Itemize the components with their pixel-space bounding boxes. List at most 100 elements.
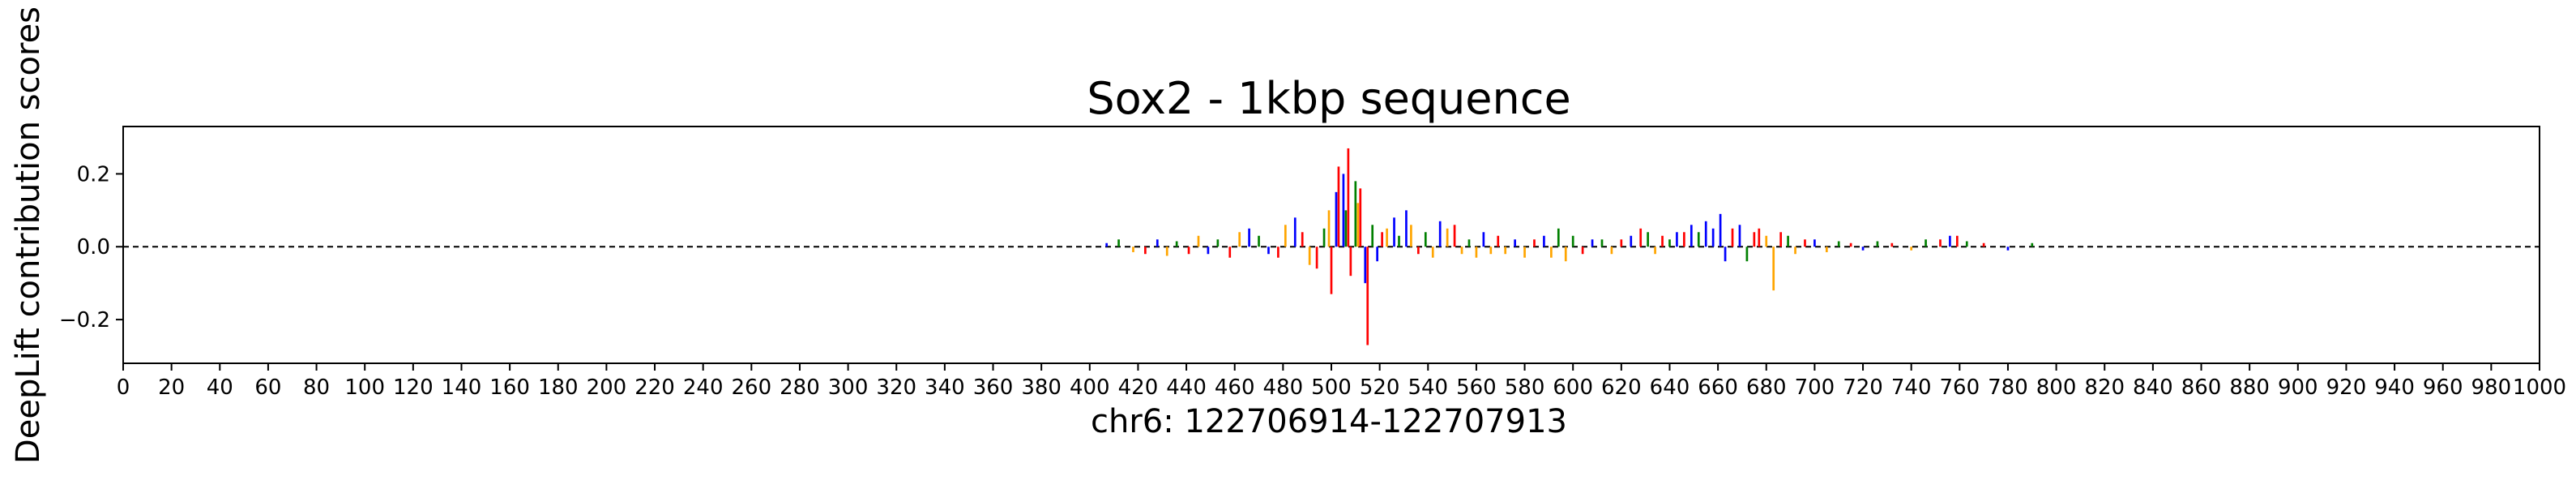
x-tick-label: 380 xyxy=(1021,375,1062,400)
x-tick-label: 260 xyxy=(731,375,771,400)
x-tick-label: 920 xyxy=(2326,375,2367,400)
contribution-bar xyxy=(1284,225,1287,247)
x-tick-label: 400 xyxy=(1070,375,1110,400)
contribution-bar xyxy=(1349,247,1352,277)
contribution-bar xyxy=(1557,228,1560,247)
x-tick-label: 80 xyxy=(303,375,330,400)
contribution-bar xyxy=(1277,247,1279,258)
contribution-bar xyxy=(1982,242,1985,247)
contribution-bar xyxy=(1386,228,1388,247)
x-tick-label: 40 xyxy=(207,375,233,400)
x-tick-label: 220 xyxy=(634,375,675,400)
contribution-bar xyxy=(1187,247,1190,255)
contribution-bar xyxy=(1356,203,1360,247)
plot-frame xyxy=(122,126,2540,364)
x-tick-label: 320 xyxy=(876,375,916,400)
contribution-bar xyxy=(1925,239,1927,247)
contribution-bar xyxy=(1779,232,1782,247)
x-axis: 0 20 40 60 80 100 120 140 160 180 200 220 240 260 280 3… xyxy=(117,363,2566,400)
contribution-bar xyxy=(1327,210,1331,247)
contribution-bar xyxy=(1564,247,1567,262)
contribution-bar xyxy=(1745,247,1749,262)
contribution-bar xyxy=(1460,247,1463,255)
x-tick-label: 540 xyxy=(1408,375,1448,400)
contribution-bar xyxy=(1175,241,1178,247)
x-tick-label: 660 xyxy=(1698,375,1738,400)
contribution-bar xyxy=(1132,247,1134,252)
contribution-bar xyxy=(1410,225,1412,247)
contribution-bar xyxy=(1690,225,1693,247)
contribution-bar xyxy=(1238,232,1241,247)
contribution-bar xyxy=(1165,247,1168,256)
contribution-bar xyxy=(1533,239,1536,247)
contribution-bar xyxy=(1591,239,1594,247)
x-tick-label: 360 xyxy=(973,375,1014,400)
y-tick-label: 0.0 xyxy=(77,235,110,260)
contribution-bar xyxy=(1228,247,1232,258)
contribution-bar xyxy=(1467,239,1471,247)
contribution-bar xyxy=(1949,235,1951,247)
contribution-bar xyxy=(1787,235,1789,247)
contribution-bar xyxy=(1794,247,1796,255)
x-tick-label: 800 xyxy=(2036,375,2077,400)
contribution-bar xyxy=(1543,235,1545,247)
contribution-bar xyxy=(2031,242,2034,247)
x-tick-label: 600 xyxy=(1553,375,1593,400)
contribution-bar xyxy=(1837,241,1840,247)
contribution-bar xyxy=(1381,232,1383,247)
contribution-bar xyxy=(1344,210,1348,247)
contribution-bar xyxy=(1216,239,1220,247)
contribution-bar xyxy=(1431,247,1434,258)
contribution-bar xyxy=(1683,232,1685,247)
contribution-bar xyxy=(1405,210,1408,247)
x-tick-label: 940 xyxy=(2374,375,2415,400)
x-tick-label: 720 xyxy=(1843,375,1883,400)
contribution-bar xyxy=(1523,247,1526,258)
contribution-bar xyxy=(1258,235,1260,247)
x-tick-label: 440 xyxy=(1166,375,1207,400)
contribution-bar xyxy=(1371,225,1374,247)
contribution-bar xyxy=(1197,235,1200,247)
contribution-bar xyxy=(1424,232,1427,247)
contribution-bar xyxy=(1876,241,1879,247)
contribution-bar xyxy=(1393,217,1395,247)
x-tick-label: 760 xyxy=(1939,375,1980,400)
x-tick-label: 980 xyxy=(2471,375,2512,400)
x-tick-label: 460 xyxy=(1215,375,1255,400)
contribution-bar xyxy=(1308,247,1311,265)
contribution-bar xyxy=(1731,228,1734,247)
contribution-bar xyxy=(1955,235,1959,247)
x-tick-label: 0 xyxy=(117,375,130,400)
contribution-bar xyxy=(1514,239,1516,247)
x-tick-label: 340 xyxy=(925,375,965,400)
x-tick-label: 960 xyxy=(2423,375,2463,400)
contribution-bar xyxy=(1661,235,1664,247)
y-tick-label: 0.2 xyxy=(77,162,110,187)
x-tick-label: 200 xyxy=(587,375,627,400)
y-axis: −0.2 0.0 0.2 xyxy=(59,162,123,332)
contribution-bar xyxy=(1453,225,1456,247)
contribution-bar xyxy=(1446,228,1449,247)
contribution-bar xyxy=(1765,235,1768,247)
contribution-bar xyxy=(1398,235,1400,247)
x-tick-label: 60 xyxy=(254,375,281,400)
y-axis-label: DeepLift contribution scores xyxy=(10,6,47,464)
contribution-bar xyxy=(1861,247,1865,251)
contribution-bar xyxy=(1497,235,1500,247)
x-tick-label: 820 xyxy=(2084,375,2125,400)
x-tick-label: 680 xyxy=(1746,375,1787,400)
contribution-bar xyxy=(1248,228,1250,247)
chart-title: Sox2 - 1kbp sequence xyxy=(1087,73,1570,124)
x-tick-label: 1000 xyxy=(2513,375,2566,400)
contribution-bar xyxy=(1630,235,1633,247)
x-tick-label: 180 xyxy=(538,375,579,400)
contribution-bar xyxy=(1600,239,1604,247)
contribution-bar xyxy=(1697,232,1700,247)
contribution-bar xyxy=(1117,239,1120,247)
contribution-bar xyxy=(1417,247,1420,255)
x-tick-label: 640 xyxy=(1650,375,1690,400)
contribution-bar xyxy=(1654,247,1656,255)
contribution-bar xyxy=(1647,232,1649,247)
x-tick-label: 560 xyxy=(1456,375,1497,400)
